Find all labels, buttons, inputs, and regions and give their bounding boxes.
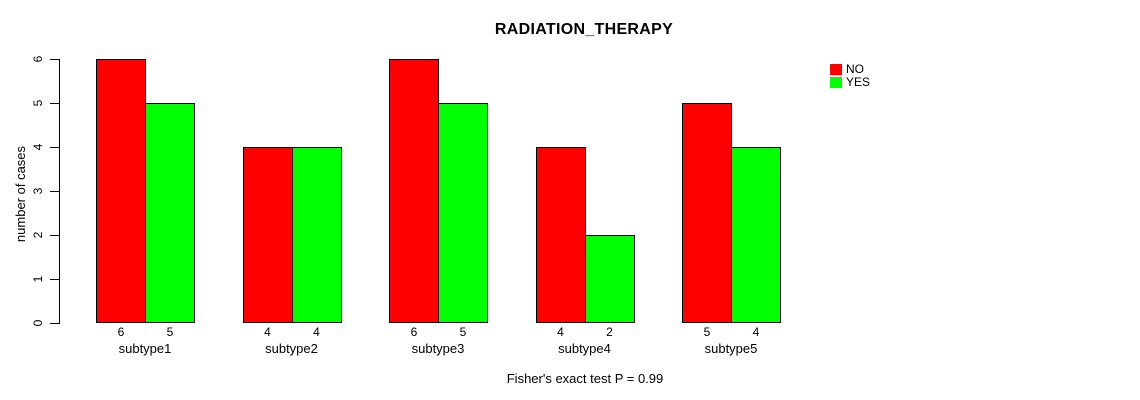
legend-swatch-no	[830, 64, 842, 75]
bar-no-subtype1	[96, 59, 146, 323]
y-axis-tick-label: 3	[31, 187, 45, 195]
bar-value-label: 2	[606, 325, 613, 339]
y-axis-line	[59, 59, 60, 324]
category-label-subtype4: subtype4	[558, 341, 611, 356]
footnote: Fisher's exact test P = 0.99	[506, 371, 664, 386]
bar-value-label: 5	[703, 325, 711, 339]
y-axis-tick	[50, 322, 59, 324]
bar-yes-subtype4	[584, 235, 635, 323]
legend-label-yes: YES	[846, 75, 871, 89]
bar-yes-subtype2	[291, 147, 342, 323]
y-axis-tick	[50, 146, 59, 148]
y-axis-tick	[50, 102, 59, 104]
bar-value-label: 5	[166, 325, 174, 339]
y-axis-tick	[50, 234, 59, 236]
y-axis-tick	[50, 278, 59, 280]
y-axis-tick-label: 5	[31, 99, 45, 107]
bar-value-label: 5	[459, 325, 467, 339]
y-axis-tick-label: 2	[31, 231, 45, 239]
legend-label-no: NO	[846, 62, 864, 76]
y-axis-tick-label: 0	[31, 319, 45, 327]
bar-yes-subtype3	[438, 103, 488, 323]
bar-yes-subtype1	[145, 103, 195, 323]
y-axis-tick-label: 1	[31, 275, 45, 283]
legend-swatch-yes	[830, 77, 842, 88]
bar-no-subtype5	[682, 103, 732, 323]
chart-title: RADIATION_THERAPY	[494, 21, 674, 38]
bar-yes-subtype5	[731, 147, 781, 323]
bar-value-label: 4	[557, 325, 564, 339]
bar-value-label: 4	[264, 325, 271, 339]
y-axis-tick-label: 6	[31, 55, 45, 63]
y-axis-tick-label: 4	[31, 143, 45, 151]
category-label-subtype2: subtype2	[265, 341, 318, 356]
y-axis-title: number of cases	[13, 145, 28, 243]
y-axis-tick	[50, 190, 59, 192]
bar-value-label: 4	[313, 325, 320, 339]
bar-value-label: 6	[410, 325, 418, 339]
category-label-subtype3: subtype3	[411, 341, 465, 356]
bar-no-subtype4	[535, 147, 586, 323]
category-label-subtype1: subtype1	[118, 341, 172, 356]
bar-no-subtype3	[389, 59, 439, 323]
bar-value-label: 4	[752, 325, 760, 339]
category-label-subtype5: subtype5	[704, 341, 758, 356]
bar-no-subtype2	[242, 147, 293, 323]
bar-value-label: 6	[117, 325, 125, 339]
y-axis-tick	[50, 58, 59, 60]
